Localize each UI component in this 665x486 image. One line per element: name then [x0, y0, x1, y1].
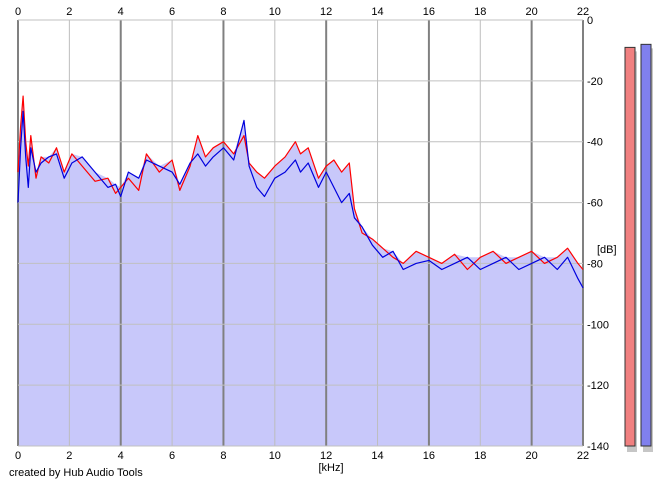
- x-tick-label-bottom: 18: [474, 450, 486, 462]
- x-tick-label-bottom: 10: [269, 450, 281, 462]
- y-axis-label: [dB]: [597, 244, 617, 256]
- meter-bar-left: [624, 46, 636, 447]
- x-tick-label-bottom: 12: [320, 450, 332, 462]
- x-tick-label-top: 22: [577, 6, 589, 18]
- y-tick-label: -80: [587, 258, 603, 270]
- series-line-0: [17, 95, 584, 271]
- meter-bar-right: [640, 43, 652, 447]
- y-tick-label: 0: [587, 15, 593, 27]
- spectrum-fill-area: [18, 96, 583, 446]
- x-tick-label-bottom: 16: [423, 450, 435, 462]
- x-tick-label-top: 18: [474, 6, 486, 18]
- grid: [17, 19, 584, 447]
- y-tick-labels: 0 -20 -40 -60 -80 -100 -120 -140: [587, 15, 609, 453]
- x-tick-label-bottom: 22: [577, 450, 589, 462]
- x-tick-label-top: 10: [269, 6, 281, 18]
- y-tick-label: -120: [587, 380, 609, 392]
- y-tick-label: -60: [587, 198, 603, 210]
- x-tick-label-top: 4: [118, 6, 124, 18]
- x-tick-label-top: 6: [169, 6, 175, 18]
- series-lines: [17, 95, 584, 289]
- x-tick-label-top: 0: [15, 6, 21, 18]
- spectrum-fill: [18, 96, 583, 446]
- x-tick-label-bottom: 2: [66, 450, 72, 462]
- x-tick-label-top: 8: [220, 6, 226, 18]
- x-axis-label: [kHz]: [318, 462, 343, 474]
- x-tick-label-top: 2: [66, 6, 72, 18]
- x-tick-label-bottom: 14: [371, 450, 383, 462]
- y-tick-label: -20: [587, 76, 603, 88]
- x-tick-label-bottom: 20: [526, 450, 538, 462]
- x-tick-label-top: 16: [423, 6, 435, 18]
- y-tick-label: -140: [587, 441, 609, 453]
- x-tick-label-top: 12: [320, 6, 332, 18]
- x-tick-labels-bottom: 0 2 4 6 8 10 12 14 16 18 20 22: [15, 450, 589, 462]
- y-tick-label: -40: [587, 137, 603, 149]
- x-tick-label-top: 14: [371, 6, 383, 18]
- level-meters: [624, 43, 653, 453]
- y-tick-label: -100: [587, 319, 609, 331]
- series-line-1: [17, 110, 584, 289]
- x-tick-label-bottom: 0: [15, 450, 21, 462]
- credit-text: created by Hub Audio Tools: [9, 467, 143, 479]
- x-tick-labels-top: 0 2 4 6 8 10 12 14 16 18 20 22: [15, 6, 589, 18]
- x-tick-label-bottom: 8: [220, 450, 226, 462]
- x-tick-label-top: 20: [526, 6, 538, 18]
- x-tick-label-bottom: 4: [118, 450, 124, 462]
- x-tick-label-bottom: 6: [169, 450, 175, 462]
